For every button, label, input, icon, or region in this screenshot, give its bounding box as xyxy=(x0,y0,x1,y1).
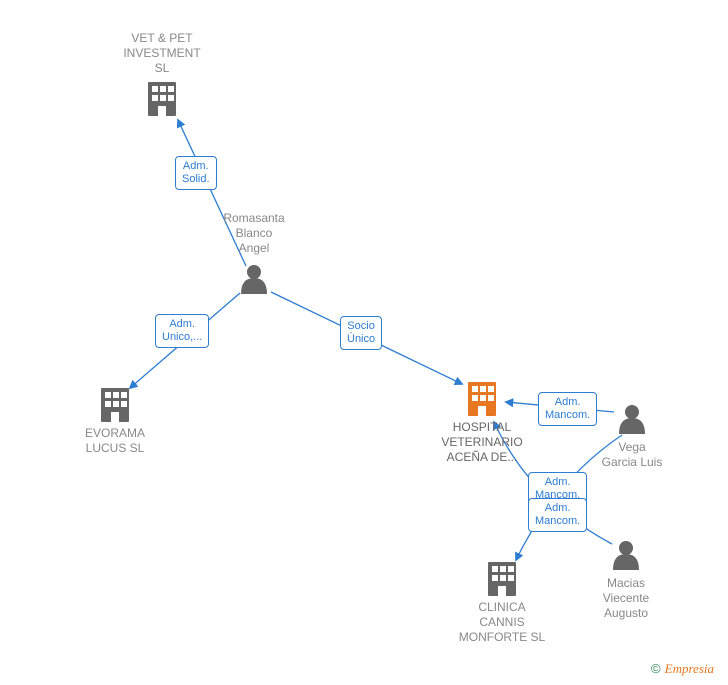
copyright-text: Empresia xyxy=(665,661,714,676)
node-macias-person-icon[interactable] xyxy=(613,541,639,570)
node-hospital-building-icon[interactable] xyxy=(468,382,496,416)
node-label-vega: Vega Garcia Luis xyxy=(587,440,677,470)
node-romasanta-person-icon[interactable] xyxy=(241,265,267,294)
node-label-hospital: HOSPITAL VETERINARIO ACEÑA DE... xyxy=(427,420,537,465)
node-label-evorama: EVORAMA LUCUS SL xyxy=(70,426,160,456)
edge-label-macias-hospital: Adm. Mancom. xyxy=(528,498,587,532)
node-label-macias: Macias Viecente Augusto xyxy=(586,576,666,621)
edge-label-romasanta-vetpet: Adm. Solid. xyxy=(175,156,217,190)
node-evorama-building-icon[interactable] xyxy=(101,388,129,422)
copyright: © Empresia xyxy=(651,661,714,677)
edge-label-romasanta-hospital: Socio Único xyxy=(340,316,382,350)
node-label-vetpet: VET & PET INVESTMENT SL xyxy=(112,31,212,76)
node-label-romasanta: Romasanta Blanco Angel xyxy=(209,211,299,256)
copyright-symbol: © xyxy=(651,661,661,676)
node-vega-person-icon[interactable] xyxy=(619,405,645,434)
node-label-clinica: CLINICA CANNIS MONFORTE SL xyxy=(452,600,552,645)
node-vetpet-building-icon[interactable] xyxy=(148,82,176,116)
edge-label-romasanta-evorama: Adm. Unico,... xyxy=(155,314,209,348)
edge-label-vega-hospital: Adm. Mancom. xyxy=(538,392,597,426)
node-clinica-building-icon[interactable] xyxy=(488,562,516,596)
